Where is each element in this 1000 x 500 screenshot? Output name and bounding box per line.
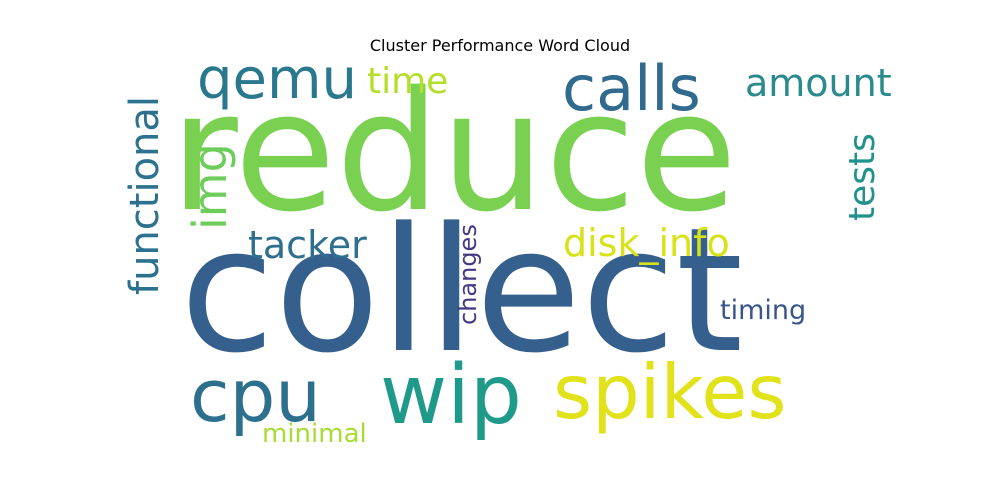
word-spikes: spikes <box>553 348 787 436</box>
word-qemu: qemu <box>197 47 358 112</box>
word-calls: calls <box>562 52 701 125</box>
word-functional: functional <box>122 95 168 295</box>
chart-title: Cluster Performance Word Cloud <box>369 36 631 55</box>
word-reduce: reduce <box>170 56 738 248</box>
word-cpu: cpu <box>190 354 321 438</box>
word-tests: tests <box>842 133 883 221</box>
word-amount: amount <box>745 61 892 105</box>
word-disk-info: disk_info <box>563 221 730 265</box>
word-tacker: tacker <box>248 223 367 267</box>
word-time: time <box>367 61 449 102</box>
word-changes: changes <box>454 224 482 325</box>
word-timing: timing <box>720 295 807 326</box>
word-wip: wip <box>380 348 522 443</box>
word-collect: collect <box>180 190 744 391</box>
word-minimal: minimal <box>262 419 367 449</box>
word-img: img <box>183 143 237 230</box>
